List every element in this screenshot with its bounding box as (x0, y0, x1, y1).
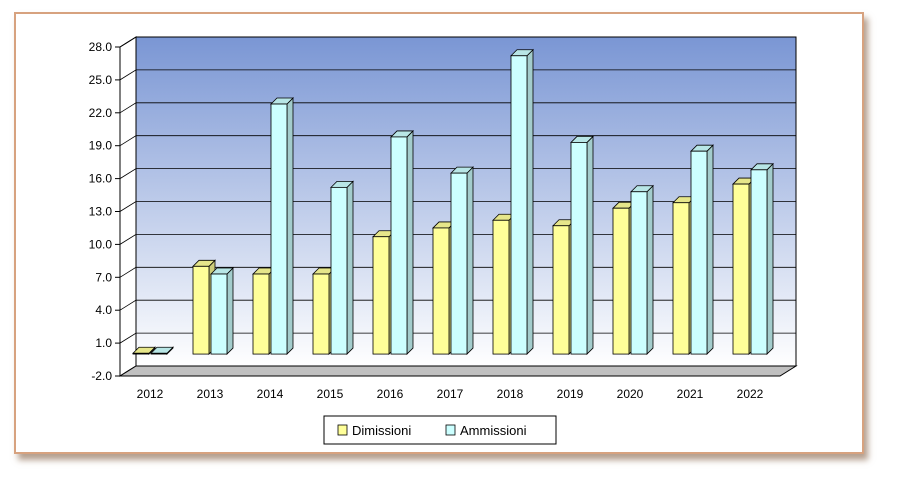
x-tick-label: 2015 (317, 387, 344, 401)
bar-ammissioni-2017 (450, 166, 474, 356)
legend-box (323, 415, 557, 445)
bar-front (390, 136, 408, 355)
x-tick-label: 2017 (437, 387, 464, 401)
bar-front (252, 273, 270, 355)
y-tick-label: 28.0 (89, 40, 113, 54)
bar-front (732, 183, 750, 355)
x-tick-label: 2016 (377, 387, 404, 401)
bar-ammissioni-2018 (510, 48, 534, 356)
bar-side (646, 184, 654, 356)
bar-side (526, 48, 534, 356)
y-tick-label: -2.0 (91, 369, 112, 383)
bar-front (450, 172, 468, 355)
y-tick-label: 1.0 (95, 336, 112, 350)
legend-swatch-ammissioni (445, 424, 456, 436)
x-tick-label: 2013 (197, 387, 224, 401)
legend-label-dimissioni: Dimissioni (352, 423, 411, 438)
legend-label-ammissioni: Ammissioni (460, 423, 527, 438)
bar-ammissioni-2013 (210, 267, 234, 356)
bar-ammissioni-2020 (630, 184, 654, 356)
bar-front (432, 227, 450, 355)
bar-front (492, 219, 510, 355)
legend: Dimissioni Ammissioni (323, 415, 557, 445)
y-tick-label: 16.0 (89, 172, 113, 186)
gridline (119, 36, 796, 48)
x-tick-label: 2022 (737, 387, 764, 401)
bar-side (226, 267, 234, 356)
bar-side (346, 180, 354, 356)
x-tick-label: 2014 (257, 387, 284, 401)
gridline (119, 102, 796, 114)
x-tick-label: 2020 (617, 387, 644, 401)
bar-side (586, 135, 594, 356)
x-axis-ticks: 2012 2013 2014 2015 2016 2017 2018 2019 2020 2021… (137, 387, 764, 401)
bar-ammissioni-2021 (690, 144, 714, 356)
bar-ammissioni-2014 (270, 97, 294, 356)
bar-front (192, 265, 210, 355)
legend-swatch-dimissioni (337, 424, 348, 436)
bar-front (510, 55, 528, 355)
bar-front (210, 273, 228, 355)
y-tick-label: 22.0 (89, 106, 113, 120)
y-tick-label: 19.0 (89, 139, 113, 153)
x-tick-label: 2021 (677, 387, 704, 401)
bar-dimissioni-2012 (132, 346, 156, 356)
bar-side (766, 162, 774, 356)
bar-ammissioni-2019 (570, 135, 594, 356)
x-tick-label: 2018 (497, 387, 524, 401)
bar-front (750, 169, 768, 355)
y-tick-label: 4.0 (95, 303, 112, 317)
bars (132, 48, 774, 356)
plot-floor (118, 365, 798, 377)
x-tick-label: 2012 (137, 387, 164, 401)
bar-side (466, 166, 474, 356)
bar-front (270, 103, 288, 355)
bar-front (552, 225, 570, 355)
gridline (119, 69, 796, 81)
bar-side (406, 129, 414, 356)
x-tick-label: 2019 (557, 387, 584, 401)
bar-front (330, 186, 348, 355)
y-tick-label: 7.0 (95, 270, 112, 284)
bar-front (630, 191, 648, 355)
bar-front (612, 207, 630, 355)
bar-front (132, 352, 150, 355)
bar-ammissioni-2012 (150, 346, 174, 356)
gridline (119, 135, 796, 147)
bar-front (312, 273, 330, 355)
bar-front (570, 142, 588, 355)
y-tick-label: 10.0 (89, 237, 113, 251)
bar-side (706, 144, 714, 356)
y-tick-label: 13.0 (89, 205, 113, 219)
bar-ammissioni-2016 (390, 129, 414, 356)
bar-front (672, 202, 690, 355)
bar-ammissioni-2022 (750, 162, 774, 356)
bar-front (690, 150, 708, 355)
bar-front (372, 236, 390, 355)
bar-ammissioni-2015 (330, 180, 354, 356)
bar-side (286, 97, 294, 356)
y-tick-label: 25.0 (89, 73, 113, 87)
bar-front (150, 352, 168, 355)
y-axis-ticks: -2.0 1.0 4.0 7.0 10.0 13.0 16.0 19.0 22.0 25.0 28.… (89, 40, 120, 383)
